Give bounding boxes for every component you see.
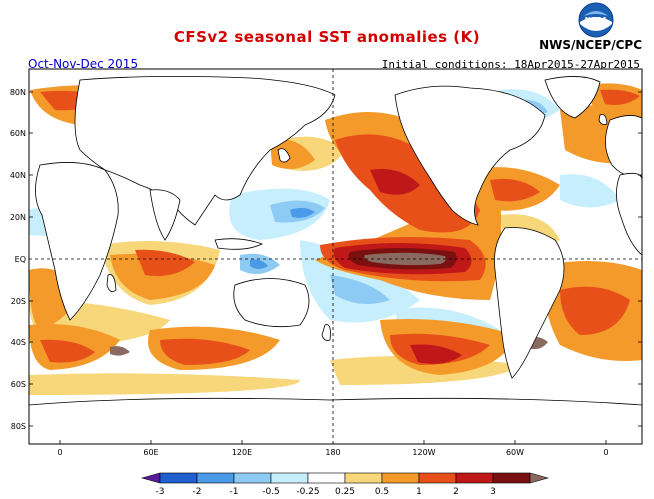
colorbar-swatch bbox=[529, 472, 550, 484]
colorbar-swatch bbox=[140, 472, 161, 484]
lon-label-0-right: 0 bbox=[603, 448, 608, 457]
lat-label-eq: EQ bbox=[15, 255, 26, 264]
lat-label-20s: 20S bbox=[11, 297, 26, 306]
map-field bbox=[29, 69, 642, 444]
colorbar-labels: -3 -2 -1 -0.5 -0.25 0.25 0.5 1 2 3 bbox=[156, 487, 496, 497]
colorbar-label: -0.5 bbox=[262, 487, 280, 497]
colorbar-label: 3 bbox=[490, 487, 496, 497]
colorbar-label: -3 bbox=[156, 487, 165, 497]
initial-conditions-label: Initial conditions: 18Apr2015-27Apr2015 bbox=[381, 58, 640, 71]
lat-label-40n: 40N bbox=[10, 171, 26, 180]
colorbar-swatch bbox=[344, 472, 383, 484]
lon-label-180: 180 bbox=[325, 448, 340, 457]
lat-label-80s: 80S bbox=[11, 422, 26, 431]
colorbar-swatches bbox=[140, 472, 550, 484]
colorbar-label: -0.25 bbox=[296, 487, 319, 497]
colorbar-label: -2 bbox=[193, 487, 202, 497]
lon-label-0: 0 bbox=[57, 448, 62, 457]
continents bbox=[29, 76, 642, 444]
colorbar-label: 1 bbox=[416, 487, 422, 497]
lat-label-20n: 20N bbox=[10, 213, 26, 222]
colorbar-swatch bbox=[196, 472, 235, 484]
colorbar-swatch bbox=[233, 472, 272, 484]
colorbar-swatch bbox=[455, 472, 494, 484]
lon-label-60e: 60E bbox=[143, 448, 158, 457]
lat-label-60n: 60N bbox=[10, 129, 26, 138]
noaa-logo-text: NOAA bbox=[585, 16, 608, 24]
colorbar-label: 0.5 bbox=[375, 487, 389, 497]
colorbar-label: 0.25 bbox=[335, 487, 355, 497]
colorbar-swatch bbox=[381, 472, 420, 484]
lon-label-60w: 60W bbox=[506, 448, 524, 457]
colorbar-swatch bbox=[270, 472, 309, 484]
lon-label-120e: 120E bbox=[232, 448, 252, 457]
map-frame bbox=[28, 68, 643, 445]
lat-ticks bbox=[29, 91, 642, 427]
colorbar-swatch bbox=[159, 472, 198, 484]
lat-label-40s: 40S bbox=[11, 338, 26, 347]
noaa-logo: NOAA bbox=[578, 2, 614, 38]
colorbar-swatch bbox=[418, 472, 457, 484]
lon-label-120w: 120W bbox=[412, 448, 435, 457]
agency-label: NWS/NCEP/CPC bbox=[539, 38, 642, 52]
colorbar-swatch bbox=[307, 472, 346, 484]
season-label: Oct-Nov-Dec 2015 bbox=[28, 57, 139, 71]
colorbar-swatch bbox=[492, 472, 531, 484]
lat-label-60s: 60S bbox=[11, 380, 26, 389]
colorbar-label: 2 bbox=[453, 487, 459, 497]
lat-label-80n: 80N bbox=[10, 88, 26, 97]
lon-ticks bbox=[59, 440, 607, 444]
map-title: CFSv2 seasonal SST anomalies (K) bbox=[173, 28, 481, 46]
colorbar-label: -1 bbox=[230, 487, 239, 497]
moderate-cool-regions bbox=[250, 207, 315, 269]
